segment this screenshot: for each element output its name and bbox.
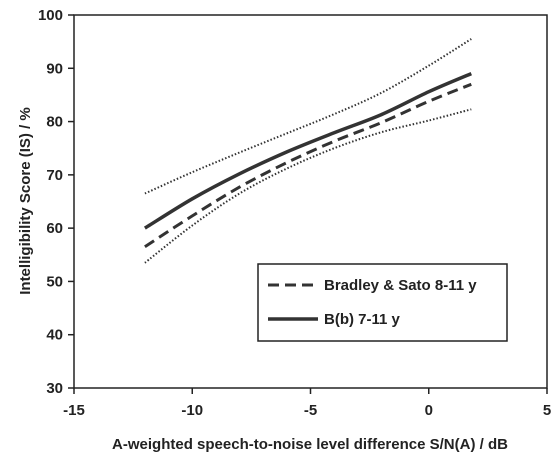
series-bradley-sato [144,82,472,249]
x-tick-label: 5 [543,402,551,419]
y-tick-label: 80 [46,114,63,131]
y-tick-label: 30 [46,380,63,397]
legend-label-bradley: Bradley & Sato 8-11 y [324,277,477,294]
axis-ticks: -15 -10 -5 0 5 30 40 50 60 70 80 90 100 [38,7,551,419]
y-tick-label: 50 [46,273,63,290]
y-axis-label: Intelligibility Score (IS) / % [17,107,34,295]
y-tick-label: 60 [46,220,63,237]
y-tick-label: 100 [38,7,63,24]
series-bb-7-11 [143,71,472,230]
x-tick-label: -15 [63,402,85,419]
x-tick-label: -5 [304,402,317,419]
legend-box [257,263,508,342]
x-tick-label: 0 [425,402,433,419]
series-upper-bound [144,38,472,195]
x-tick-label: -10 [181,402,203,419]
y-tick-label: 70 [46,167,63,184]
series-lines [143,38,472,264]
x-axis-label: A-weighted speech-to-noise level differe… [112,436,508,453]
y-tick-label: 90 [46,60,63,77]
y-tick-label: 40 [46,327,63,344]
legend: Bradley & Sato 8-11 y B(b) 7-11 y [257,263,508,342]
series-lower-bound [144,108,472,264]
legend-label-bb: B(b) 7-11 y [324,311,401,328]
